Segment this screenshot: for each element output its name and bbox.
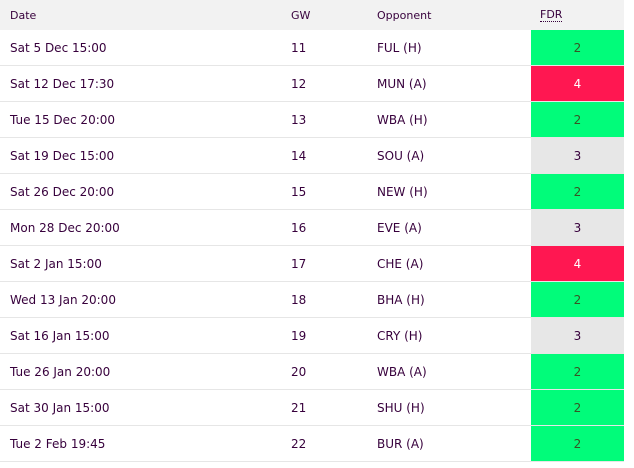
- fixture-gameweek: 17: [291, 256, 307, 271]
- fixture-date: Sat 16 Jan 15:00: [10, 328, 110, 343]
- fixture-gameweek: 19: [291, 328, 307, 343]
- fixture-difficulty: 2: [531, 390, 624, 425]
- table-row: Sat 30 Jan 15:00 21 SHU (H) 2: [0, 390, 624, 426]
- fixture-difficulty: 2: [531, 30, 624, 65]
- fixture-difficulty: 3: [531, 318, 624, 353]
- table-row: Wed 13 Jan 20:00 18 BHA (H) 2: [0, 282, 624, 318]
- fixture-difficulty: 4: [531, 246, 624, 281]
- fixture-opponent: CHE (A): [377, 256, 424, 271]
- fixture-date: Sat 26 Dec 20:00: [10, 184, 115, 199]
- fixture-date: Sat 5 Dec 15:00: [10, 40, 107, 55]
- fixture-gameweek: 18: [291, 292, 307, 307]
- table-row: Tue 26 Jan 20:00 20 WBA (A) 2: [0, 354, 624, 390]
- fixture-date: Sat 30 Jan 15:00: [10, 400, 110, 415]
- table-row: Sat 16 Jan 15:00 19 CRY (H) 3: [0, 318, 624, 354]
- fixture-gameweek: 22: [291, 436, 307, 451]
- fixture-opponent: EVE (A): [377, 220, 422, 235]
- fixture-difficulty: 2: [531, 102, 624, 137]
- table-row: Mon 28 Dec 20:00 16 EVE (A) 3: [0, 210, 624, 246]
- fixture-date: Tue 15 Dec 20:00: [10, 112, 116, 127]
- table-row: Tue 15 Dec 20:00 13 WBA (H) 2: [0, 102, 624, 138]
- fixture-date: Wed 13 Jan 20:00: [10, 292, 116, 307]
- fixture-date: Sat 19 Dec 15:00: [10, 148, 115, 163]
- fixture-opponent: SOU (A): [377, 148, 425, 163]
- fixture-date: Sat 12 Dec 17:30: [10, 76, 115, 91]
- header-fdr[interactable]: FDR: [531, 0, 624, 30]
- fdr-abbreviation[interactable]: FDR: [540, 7, 563, 22]
- fixture-gameweek: 21: [291, 400, 307, 415]
- fixture-opponent: MUN (A): [377, 76, 427, 91]
- fixture-opponent: WBA (A): [377, 364, 427, 379]
- header-gw: GW: [291, 8, 311, 22]
- fixture-gameweek: 13: [291, 112, 307, 127]
- table-row: Sat 26 Dec 20:00 15 NEW (H) 2: [0, 174, 624, 210]
- fixture-opponent: CRY (H): [377, 328, 423, 343]
- fixture-opponent: NEW (H): [377, 184, 428, 199]
- fixture-opponent: SHU (H): [377, 400, 425, 415]
- fixture-opponent: BHA (H): [377, 292, 425, 307]
- fixture-date: Sat 2 Jan 15:00: [10, 256, 102, 271]
- fixture-opponent: BUR (A): [377, 436, 424, 451]
- fixture-difficulty: 3: [531, 210, 624, 245]
- table-row: Sat 12 Dec 17:30 12 MUN (A) 4: [0, 66, 624, 102]
- table-header: Date GW Opponent FDR: [0, 0, 624, 30]
- fixture-opponent: WBA (H): [377, 112, 428, 127]
- fixture-date: Mon 28 Dec 20:00: [10, 220, 120, 235]
- table-row: Tue 2 Feb 19:45 22 BUR (A) 2: [0, 426, 624, 462]
- fixture-difficulty: 2: [531, 426, 624, 461]
- fixture-difficulty: 2: [531, 282, 624, 317]
- fixture-difficulty: 4: [531, 66, 624, 101]
- fixture-gameweek: 14: [291, 148, 307, 163]
- table-row: Sat 19 Dec 15:00 14 SOU (A) 3: [0, 138, 624, 174]
- header-date: Date: [10, 8, 37, 22]
- fixtures-table: Date GW Opponent FDR Sat 5 Dec 15:00 11 …: [0, 0, 624, 462]
- fixture-opponent: FUL (H): [377, 40, 422, 55]
- fixture-gameweek: 15: [291, 184, 307, 199]
- fixture-difficulty: 2: [531, 354, 624, 389]
- fixture-date: Tue 2 Feb 19:45: [10, 436, 106, 451]
- table-row: Sat 5 Dec 15:00 11 FUL (H) 2: [0, 30, 624, 66]
- fixture-date: Tue 26 Jan 20:00: [10, 364, 111, 379]
- fixture-gameweek: 20: [291, 364, 307, 379]
- fixture-gameweek: 16: [291, 220, 307, 235]
- fixture-difficulty: 3: [531, 138, 624, 173]
- table-row: Sat 2 Jan 15:00 17 CHE (A) 4: [0, 246, 624, 282]
- fixture-gameweek: 11: [291, 40, 307, 55]
- header-opponent: Opponent: [377, 8, 432, 22]
- fixture-difficulty: 2: [531, 174, 624, 209]
- fixture-gameweek: 12: [291, 76, 307, 91]
